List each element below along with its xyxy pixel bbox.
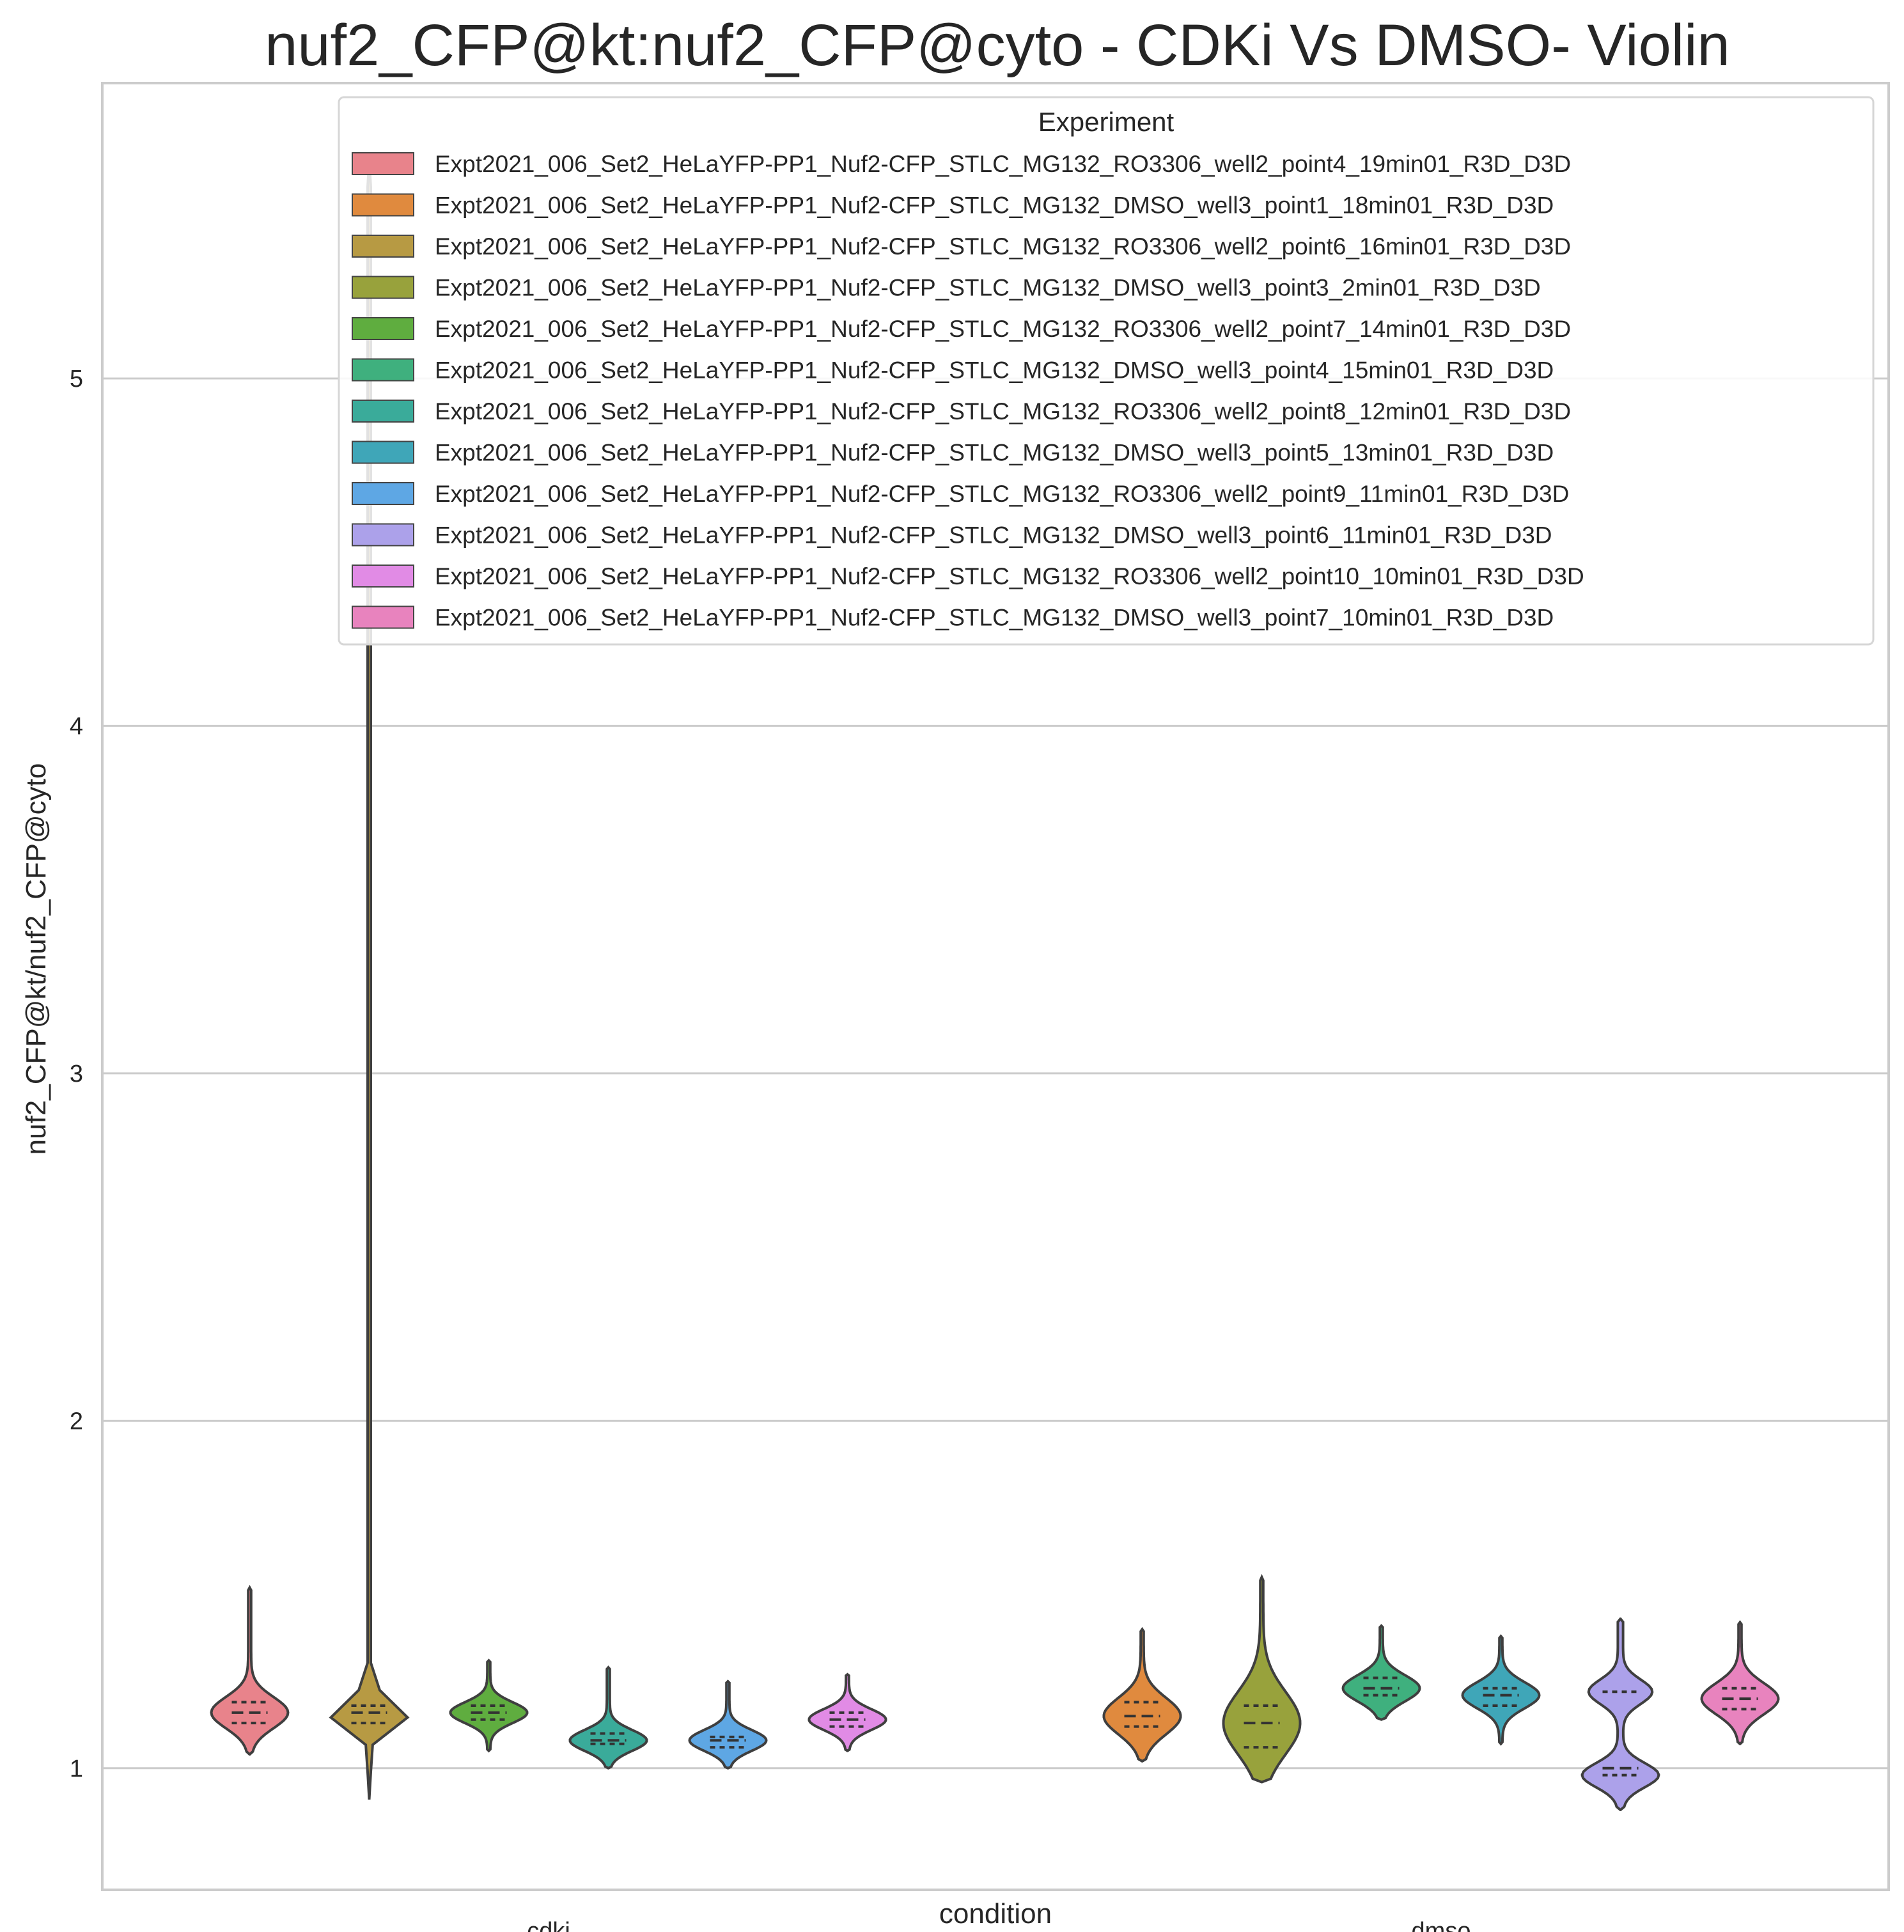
violin-body-6 — [1341, 1624, 1421, 1721]
violin-5 — [449, 1658, 529, 1753]
violin-10 — [1580, 1617, 1660, 1811]
legend-swatch-4 — [352, 276, 414, 299]
plot-area: 1 2 3 4 5 — [70, 82, 1890, 1891]
legend-swatch-9 — [352, 482, 414, 505]
violin-body-9 — [688, 1679, 768, 1770]
legend-swatch-10 — [352, 523, 414, 547]
violin-7 — [568, 1665, 648, 1770]
y-axis-label: nuf2_CFP@kt/nuf2_CFP@cyto — [20, 763, 52, 1155]
plot-frame — [101, 82, 1890, 1891]
violin-body-10 — [1580, 1617, 1660, 1811]
legend-label-11: Expt2021_006_Set2_HeLaYFP-PP1_Nuf2-CFP_S… — [435, 563, 1584, 589]
legend-label-1: Expt2021_006_Set2_HeLaYFP-PP1_Nuf2-CFP_S… — [435, 151, 1571, 177]
legend-swatch-6 — [352, 358, 414, 382]
x-tick-labels: cdki dmso — [527, 1918, 1471, 1932]
legend-label-4: Expt2021_006_Set2_HeLaYFP-PP1_Nuf2-CFP_S… — [435, 275, 1541, 301]
violin-body-4 — [1222, 1573, 1302, 1784]
violin-11 — [808, 1672, 887, 1752]
legend-swatch-12 — [352, 605, 414, 629]
violin-12 — [1700, 1620, 1780, 1745]
violin-body-1 — [210, 1584, 290, 1756]
legend-swatch-2 — [352, 193, 414, 217]
chart-title: nuf2_CFP@kt:nuf2_CFP@cyto - CDKi Vs DMSO… — [265, 13, 1730, 78]
violins — [210, 159, 1780, 1811]
violin-body-2 — [1102, 1626, 1182, 1763]
legend-label-3: Expt2021_006_Set2_HeLaYFP-PP1_Nuf2-CFP_S… — [435, 233, 1571, 260]
x-axis-label: condition — [939, 1898, 1052, 1929]
x-tick-dmso: dmso — [1412, 1918, 1471, 1932]
violin-6 — [1341, 1624, 1421, 1721]
y-tick-3: 3 — [70, 1061, 83, 1087]
legend-title: Experiment — [1038, 107, 1174, 137]
y-tick-labels: 1 2 3 4 5 — [70, 366, 83, 1782]
violin-body-7 — [568, 1665, 648, 1770]
legend-label-10: Expt2021_006_Set2_HeLaYFP-PP1_Nuf2-CFP_S… — [435, 522, 1552, 549]
violin-1 — [210, 1584, 290, 1756]
legend-swatch-7 — [352, 400, 414, 423]
legend-swatch-5 — [352, 317, 414, 340]
y-tick-5: 5 — [70, 366, 83, 393]
y-tick-4: 4 — [70, 713, 83, 740]
violin-body-5 — [449, 1658, 529, 1753]
legend-box — [338, 96, 1875, 646]
legend-label-6: Expt2021_006_Set2_HeLaYFP-PP1_Nuf2-CFP_S… — [435, 357, 1554, 384]
legend-label-5: Expt2021_006_Set2_HeLaYFP-PP1_Nuf2-CFP_S… — [435, 316, 1571, 342]
violin-2 — [1102, 1626, 1182, 1763]
violin-body-8 — [1461, 1634, 1541, 1746]
violin-4 — [1222, 1573, 1302, 1784]
x-tick-cdki: cdki — [527, 1918, 570, 1932]
violin-body-12 — [1700, 1620, 1780, 1745]
legend-label-9: Expt2021_006_Set2_HeLaYFP-PP1_Nuf2-CFP_S… — [435, 481, 1569, 507]
legend: Experiment Expt2021_006_Set2_HeLaYFP-PP1… — [338, 96, 1875, 646]
violin-body-11 — [808, 1672, 887, 1752]
legend-label-2: Expt2021_006_Set2_HeLaYFP-PP1_Nuf2-CFP_S… — [435, 192, 1554, 219]
legend-swatch-3 — [352, 235, 414, 258]
y-tick-1: 1 — [70, 1756, 83, 1782]
legend-swatch-11 — [352, 565, 414, 588]
violin-8 — [1461, 1634, 1541, 1746]
legend-label-7: Expt2021_006_Set2_HeLaYFP-PP1_Nuf2-CFP_S… — [435, 398, 1571, 425]
legend-label-8: Expt2021_006_Set2_HeLaYFP-PP1_Nuf2-CFP_S… — [435, 440, 1554, 466]
legend-label-12: Expt2021_006_Set2_HeLaYFP-PP1_Nuf2-CFP_S… — [435, 605, 1554, 631]
y-tick-2: 2 — [70, 1408, 83, 1435]
violin-9 — [688, 1679, 768, 1770]
legend-swatch-1 — [352, 152, 414, 175]
legend-swatch-8 — [352, 440, 414, 464]
